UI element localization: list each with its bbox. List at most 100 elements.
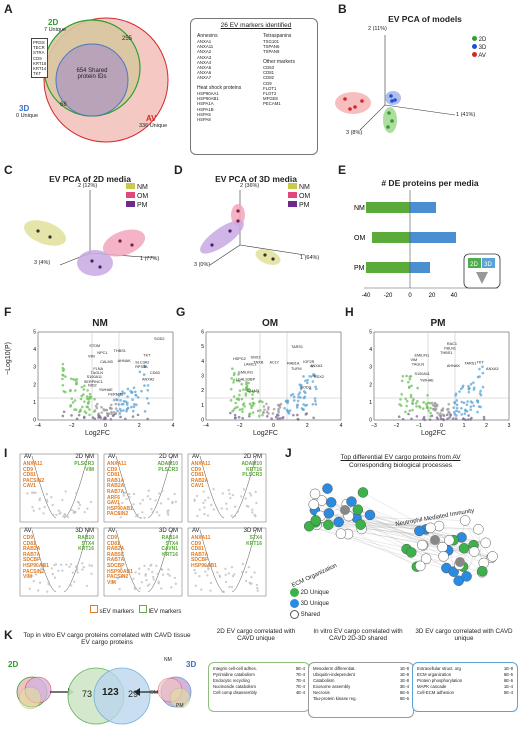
i-point — [250, 575, 253, 579]
i-point — [210, 503, 213, 507]
venn-2d-unique: 7 Unique — [44, 27, 67, 33]
i-point — [139, 516, 143, 520]
volcano-point — [472, 388, 476, 391]
i-point — [141, 511, 144, 514]
i-point — [34, 491, 37, 494]
volcano-point — [482, 415, 486, 419]
volcano-point — [111, 414, 115, 418]
volcano-point — [83, 384, 86, 388]
volcano-x-tick: 0 — [104, 423, 107, 428]
i-point — [194, 584, 197, 588]
volcano-point — [238, 393, 241, 397]
volcano-point — [245, 382, 248, 386]
volcano-point — [123, 417, 127, 421]
i-point — [150, 507, 153, 511]
volcano-point — [469, 418, 472, 421]
i-point — [224, 567, 227, 571]
panel-label-b: B — [338, 2, 347, 16]
volcano-point — [77, 413, 81, 417]
volcano-point — [415, 415, 419, 418]
gene-label: TAGLN — [412, 362, 425, 366]
venn-diagram-a — [43, 17, 169, 143]
k-box-row: Nucleoside catabolism 7E-4 — [213, 684, 305, 689]
network-node — [461, 571, 472, 582]
volcano-point — [88, 413, 91, 417]
gene-label: AHNAK — [447, 364, 461, 368]
volcano-y-tick: 3 — [33, 365, 36, 371]
volcano-point — [429, 411, 432, 415]
volcano-point — [301, 408, 305, 411]
i-legend: sEV markers lEV markers — [90, 605, 181, 615]
i-point — [77, 507, 80, 510]
i-point — [168, 574, 172, 577]
volcano-y-tick: 5 — [33, 330, 36, 336]
volcano-point — [131, 415, 135, 418]
i-point — [61, 569, 64, 572]
volcano-point — [257, 414, 261, 418]
volcano-x-tick: −4 — [35, 423, 41, 428]
pca-d-axis-y: 2 (36%) — [240, 183, 260, 189]
volcano-point — [292, 395, 296, 399]
volcano-point — [256, 409, 260, 413]
i-cell: AV 2D OM ANXA11 CD9 CD81 RAB1A RAB2A RAB7A ARF6 C… — [102, 452, 184, 524]
volcano-point — [251, 397, 254, 400]
i-point — [38, 498, 41, 502]
volcano-point — [61, 373, 64, 377]
volcano-point — [126, 395, 129, 398]
volcano-point — [237, 373, 240, 376]
volcano-point — [296, 413, 299, 417]
network-node — [303, 521, 315, 532]
e-bar-2d — [366, 202, 410, 213]
venn-av-label: AV — [146, 114, 157, 123]
volcano-point — [433, 404, 436, 408]
volcano-point — [75, 382, 78, 386]
volcano-x-tick: 2 — [306, 423, 309, 428]
other-markers-list: CD63 CD81 CD82 CD9 FLOT1 FLOT2 MFGE8 PECAM1 — [263, 65, 281, 107]
i-point — [254, 490, 257, 494]
volcano-point — [259, 409, 262, 412]
k-box1: Integrin cell-cell adhes. 5E-4 Pyrimidine … — [208, 662, 310, 712]
volcano-point — [411, 408, 414, 412]
i-point — [151, 570, 154, 574]
volcano-point — [463, 412, 467, 415]
volcano-point — [232, 381, 235, 384]
volcano-point — [88, 408, 91, 411]
i-point — [159, 502, 163, 505]
volcano-point — [240, 382, 244, 386]
i-point — [42, 512, 45, 515]
volcano-point — [312, 416, 315, 420]
i-point — [26, 492, 29, 495]
volcano-point — [479, 389, 482, 393]
volcano-point — [409, 395, 413, 399]
network-node — [323, 519, 334, 531]
k-venn — [16, 667, 192, 725]
i-point — [157, 582, 160, 585]
network-node — [468, 546, 480, 557]
i-point — [166, 573, 170, 576]
volcano-point — [427, 409, 430, 412]
i-point — [32, 491, 35, 495]
i-point — [204, 499, 207, 502]
network-node — [487, 551, 498, 562]
network-node — [325, 497, 337, 508]
volcano-x-tick: −4 — [203, 423, 209, 428]
volcano-point — [84, 411, 88, 415]
volcano-point — [460, 400, 464, 404]
i-point — [152, 578, 155, 581]
i-point — [123, 574, 126, 578]
side-gene-list: PRSS TECR STRA CD9 KRT16 KRT14 TKT — [31, 38, 49, 79]
volcano-point — [241, 403, 245, 406]
volcano-point — [477, 405, 481, 408]
volcano-point — [469, 408, 472, 412]
volcano-point — [308, 387, 312, 390]
i-point — [173, 492, 176, 496]
i-point — [53, 576, 57, 579]
volcano-point — [64, 375, 67, 378]
volcano-point — [288, 409, 292, 412]
volcano-point — [298, 383, 302, 387]
volcano-point — [461, 386, 464, 389]
network-node — [309, 488, 321, 500]
network-node — [415, 560, 426, 572]
i-orange-list: ANXA11 CD9 CD81 RAB7A SDCBP HSP90AB1 — [191, 535, 217, 569]
volcano-point — [87, 397, 91, 401]
